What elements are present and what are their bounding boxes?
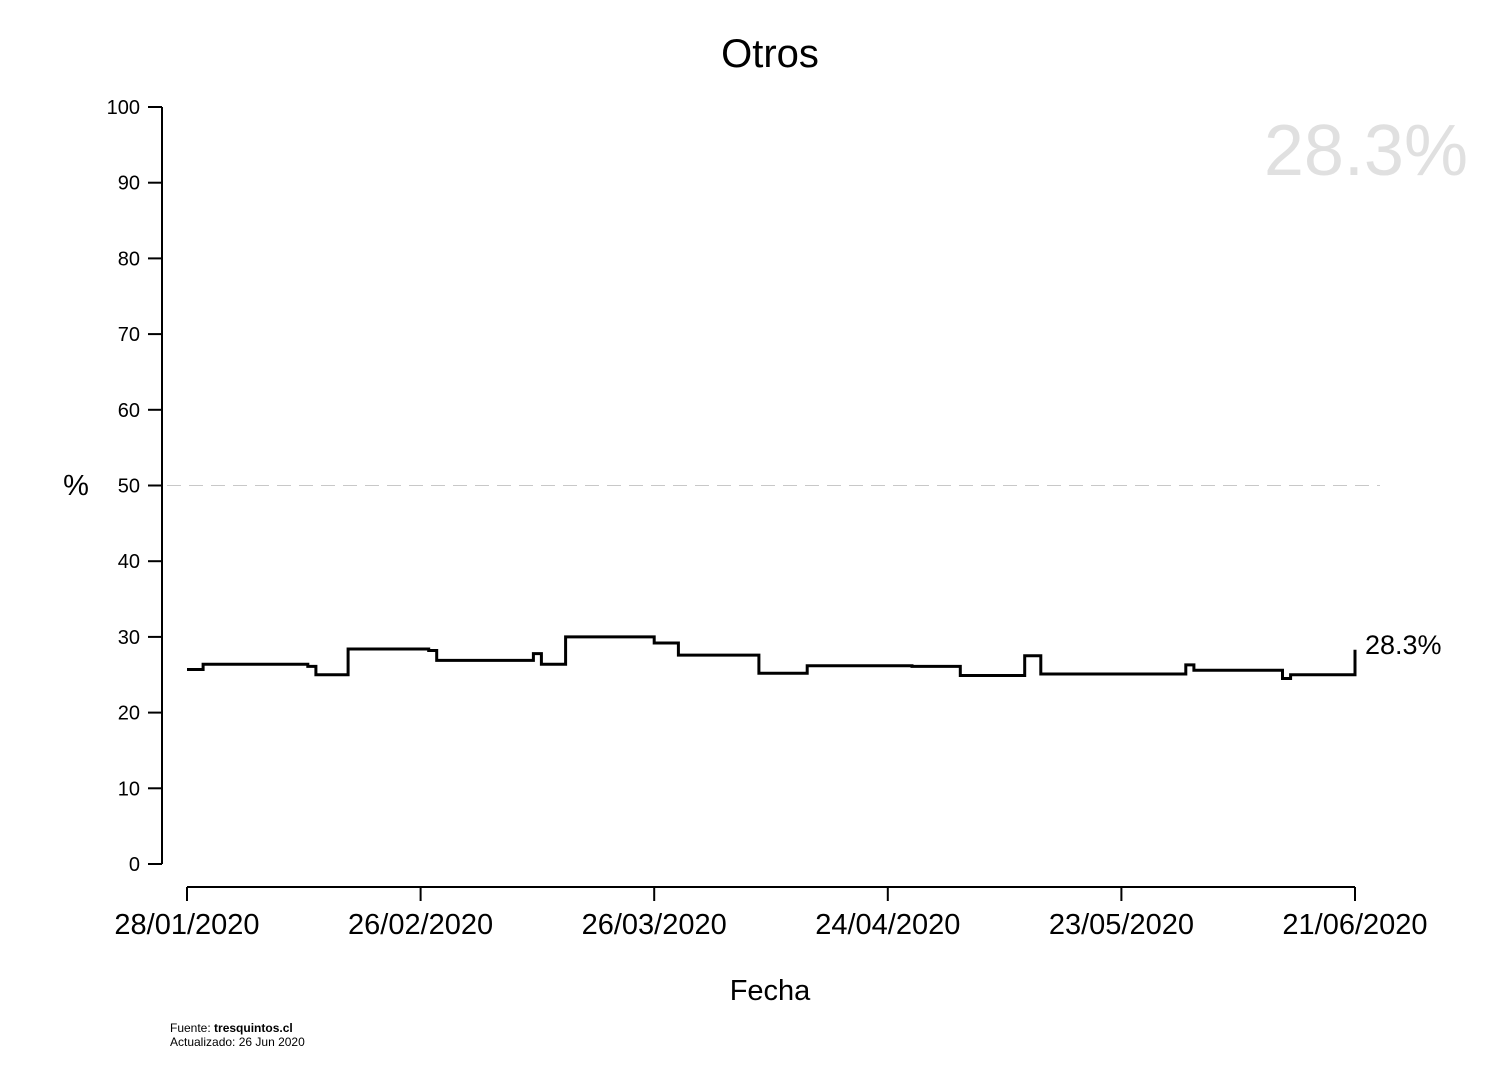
y-tick-label: 50 bbox=[118, 476, 140, 498]
source-caption: Fuente: tresquintos.cl Actualizado: 26 J… bbox=[170, 1021, 305, 1049]
chart-title: Otros bbox=[721, 32, 819, 76]
source-name: tresquintos.cl bbox=[214, 1021, 293, 1035]
y-axis-title: % bbox=[63, 470, 89, 502]
y-tick-label: 30 bbox=[118, 627, 140, 649]
x-tick-label: 21/06/2020 bbox=[1282, 909, 1427, 941]
x-tick-label: 24/04/2020 bbox=[815, 909, 960, 941]
source-line: Fuente: tresquintos.cl bbox=[170, 1021, 305, 1035]
latest-value-label: 28.3% bbox=[1365, 630, 1442, 660]
y-tick-label: 20 bbox=[118, 703, 140, 725]
series-line bbox=[187, 635, 1357, 680]
y-tick-label: 10 bbox=[118, 778, 140, 800]
x-axis: 28/01/2020 26/02/2020 26/03/2020 24/04/2020… bbox=[114, 886, 1428, 941]
y-tick-label: 40 bbox=[118, 551, 140, 573]
x-tick-label: 28/01/2020 bbox=[114, 909, 259, 941]
y-tick-label: 0 bbox=[129, 854, 140, 876]
y-tick-label: 100 bbox=[107, 97, 140, 119]
x-tick-label: 23/05/2020 bbox=[1049, 909, 1194, 941]
x-tick-label: 26/02/2020 bbox=[348, 909, 493, 941]
x-tick-label: 26/03/2020 bbox=[582, 909, 727, 941]
y-axis: 0 10 20 30 40 50 60 70 80 90 100 bbox=[107, 97, 163, 876]
y-tick-label: 70 bbox=[118, 324, 140, 346]
series-layer: 28.3% bbox=[187, 630, 1442, 680]
y-tick-label: 90 bbox=[118, 173, 140, 195]
y-tick-label: 80 bbox=[118, 248, 140, 270]
updated-line: Actualizado: 26 Jun 2020 bbox=[170, 1035, 305, 1049]
source-prefix: Fuente: bbox=[170, 1021, 215, 1035]
latest-value-watermark: 28.3% bbox=[1264, 111, 1468, 191]
x-axis-title: Fecha bbox=[730, 975, 811, 1007]
y-tick-label: 60 bbox=[118, 400, 140, 422]
